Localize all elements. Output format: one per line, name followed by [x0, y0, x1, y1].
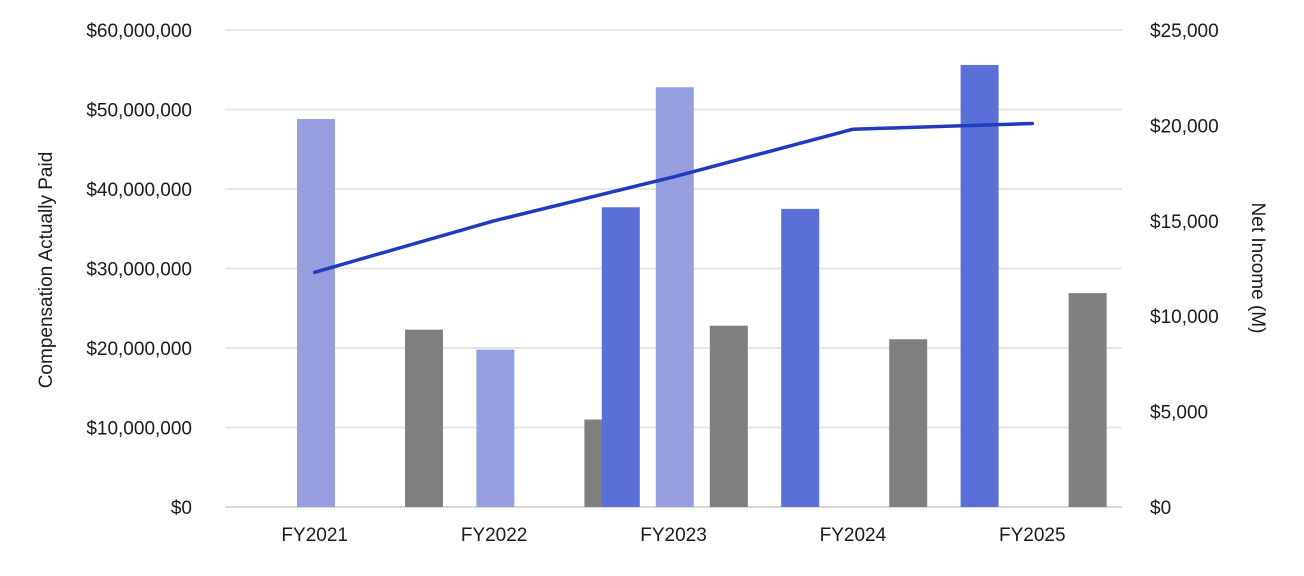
left-tick-label: $0	[171, 498, 192, 519]
bar	[297, 119, 335, 507]
left-tick-label: $60,000,000	[86, 21, 192, 42]
bar	[781, 208, 820, 507]
net-income-line	[312, 121, 1035, 275]
left-tick-label: $20,000,000	[86, 339, 192, 360]
left-tick-label: $30,000,000	[86, 260, 192, 281]
bar	[601, 207, 640, 507]
bar	[889, 339, 928, 507]
bars	[297, 64, 1107, 508]
right-tick-label: $25,000	[1150, 21, 1219, 42]
left-tick-label: $50,000,000	[86, 101, 192, 122]
bar	[960, 64, 999, 507]
right-axis-title: Net Income (M)	[1247, 203, 1268, 334]
left-tick-label: $40,000,000	[86, 180, 192, 201]
x-tick-label: FY2025	[999, 525, 1066, 546]
bar	[405, 329, 443, 507]
right-tick-label: $10,000	[1150, 307, 1219, 328]
bar	[709, 325, 748, 507]
right-tick-label: $5,000	[1150, 403, 1208, 424]
bar	[1068, 293, 1107, 507]
left-tick-label: $10,000,000	[86, 419, 192, 440]
right-tick-label: $0	[1150, 498, 1171, 519]
bar	[476, 349, 515, 507]
bar	[655, 87, 694, 508]
x-tick-label: FY2022	[461, 525, 528, 546]
x-axis-ticks: FY2021 FY2022 FY2023 FY2024 FY2025	[281, 525, 1065, 546]
left-axis-ticks: $0 $10,000,000 $20,000,000 $30,000,000 $40,0…	[86, 21, 192, 519]
x-tick-label: FY2024	[820, 525, 887, 546]
x-tick-label: FY2023	[640, 525, 707, 546]
right-tick-label: $20,000	[1150, 116, 1219, 137]
x-tick-label: FY2021	[281, 525, 348, 546]
left-axis-title: Compensation Actually Paid	[36, 152, 57, 389]
right-axis-ticks: $0 $5,000 $10,000 $15,000 $20,000 $25,000	[1150, 21, 1219, 519]
right-tick-label: $15,000	[1150, 212, 1219, 233]
